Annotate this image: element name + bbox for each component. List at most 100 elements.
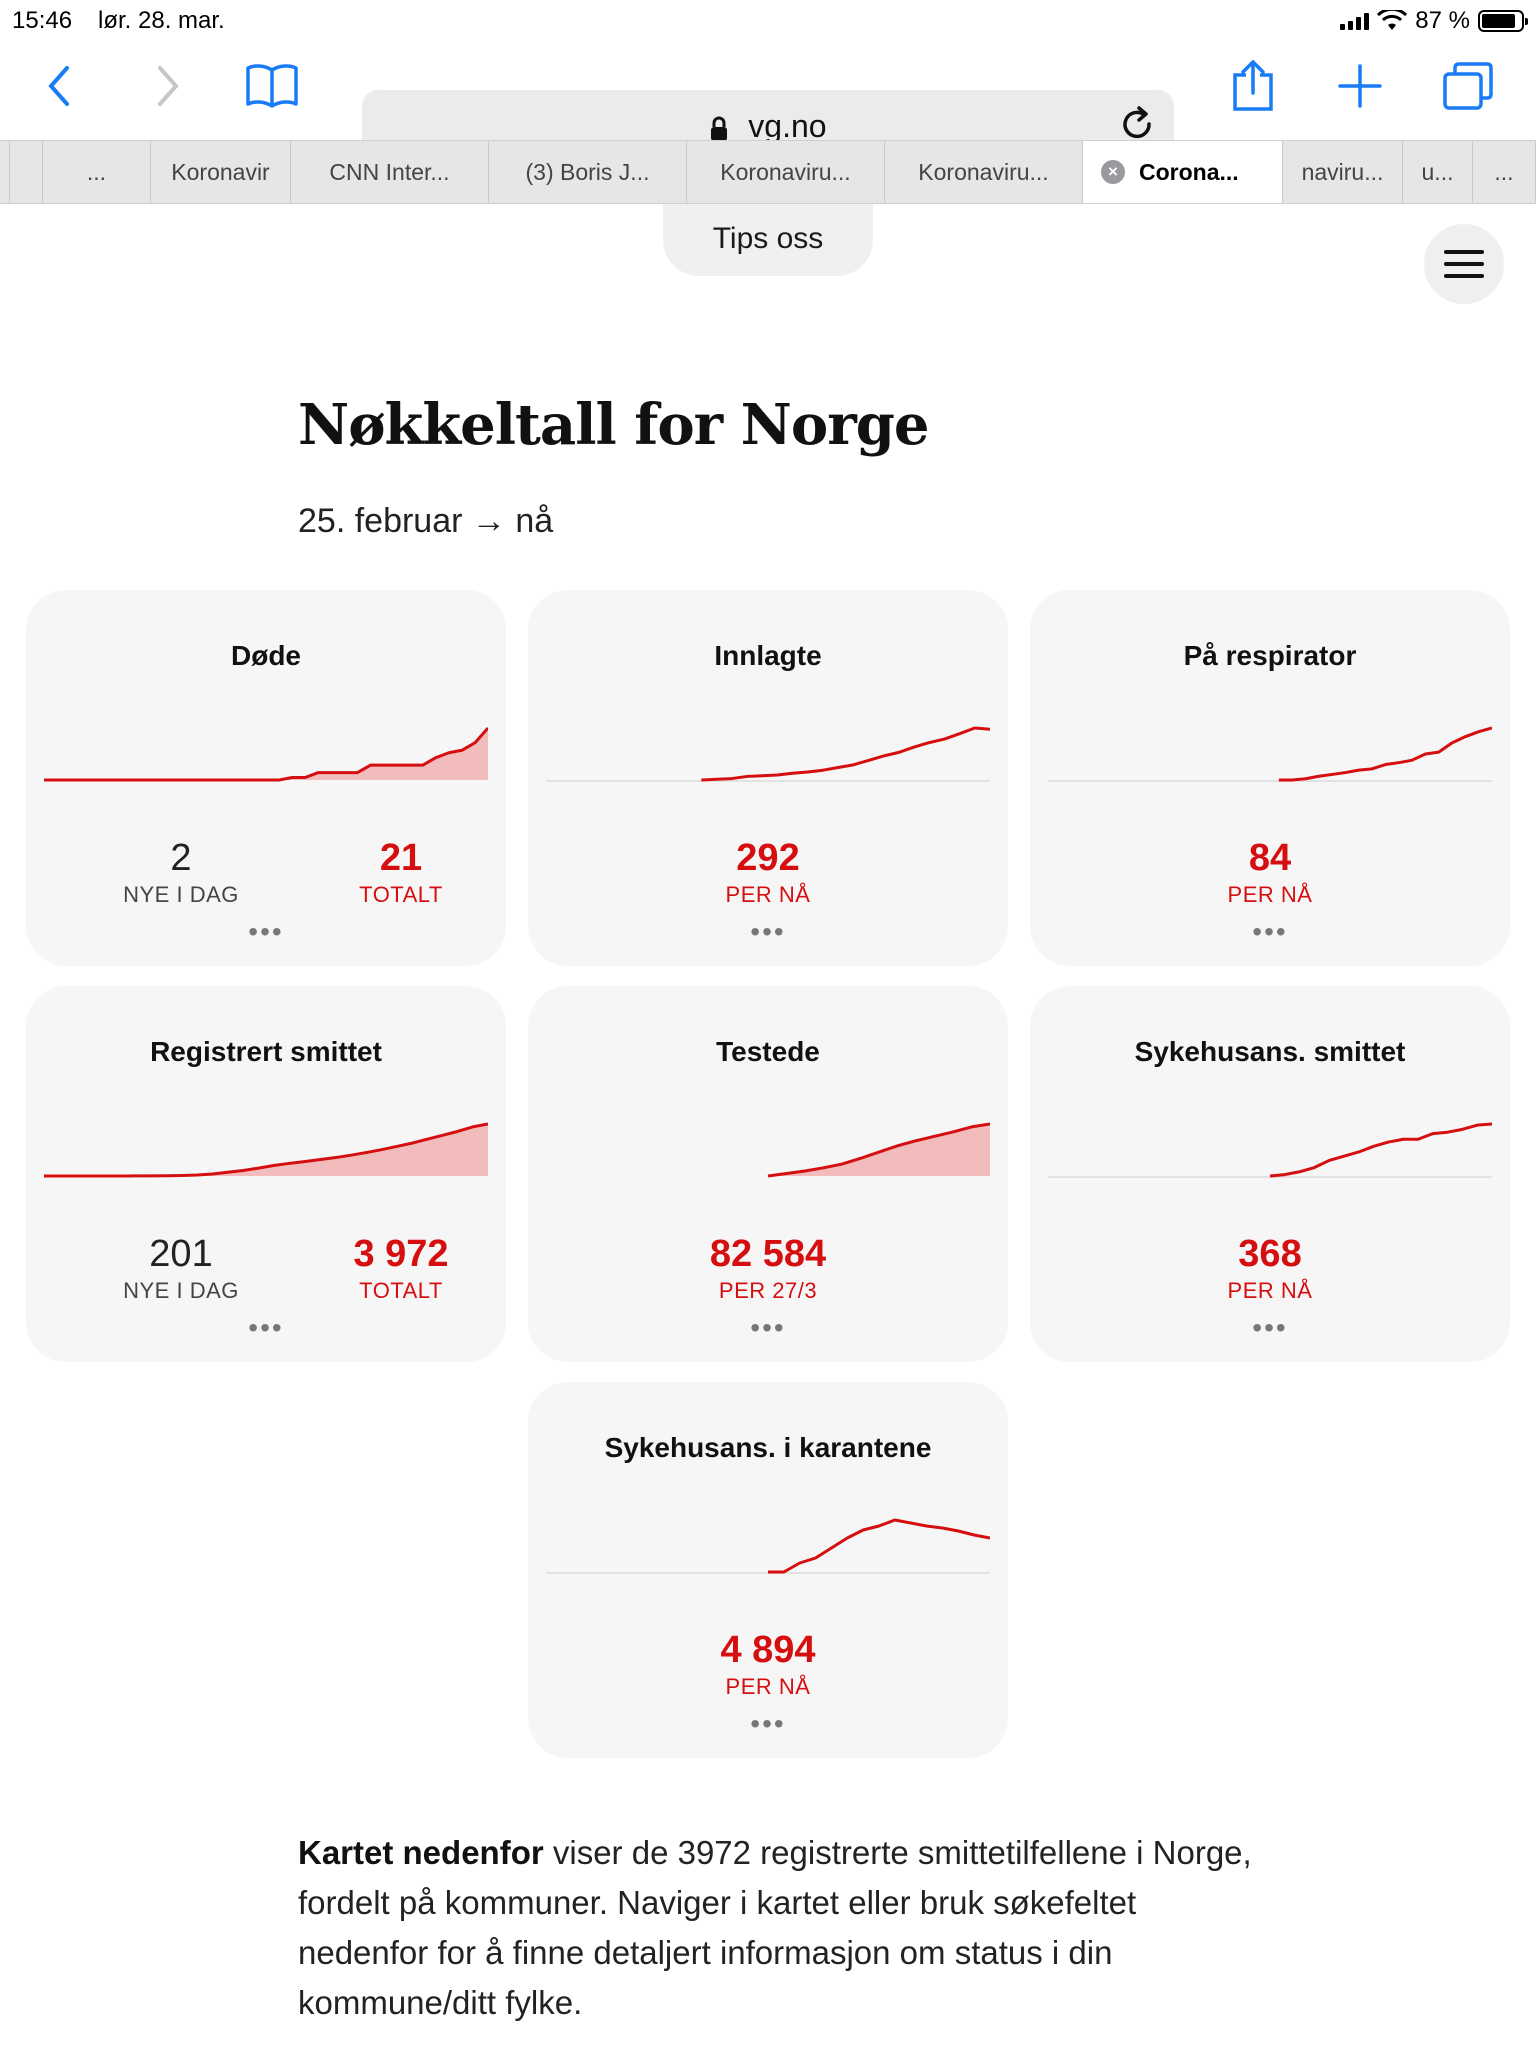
more-icon[interactable]: ••• (248, 916, 284, 947)
paragraph-bold-lead: Kartet nedenfor (298, 1834, 544, 1871)
paragraph-text: viser de 3972 registrerte smittetilfelle… (298, 1834, 1252, 2021)
sparkline-area (44, 728, 488, 780)
plus-icon (1338, 64, 1382, 108)
back-button[interactable] (30, 56, 90, 116)
status-bar: 15:46 lør. 28. mar. 87 % (0, 0, 1536, 42)
tab-label: Koronavir (171, 158, 270, 185)
stat-label: PER NÅ (1227, 1278, 1313, 1303)
stat-label: PER NÅ (725, 1674, 811, 1699)
tab-label: ... (86, 158, 107, 185)
card-title: Testede (716, 1036, 820, 1067)
tab-item-active[interactable]: × Corona... (1083, 141, 1283, 203)
tab-label: Koronaviru... (918, 158, 1049, 185)
reload-button[interactable] (1116, 104, 1160, 153)
share-button[interactable] (1223, 56, 1283, 116)
status-date: lør. 28. mar. (98, 7, 225, 34)
stat-card-registrert-smittet[interactable]: Registrert smittet 201 NYE I DAG 3 972 T… (26, 986, 506, 1362)
stat-value: 84 (1248, 837, 1292, 879)
sparkline-line (1269, 1122, 1492, 1178)
tab-item[interactable]: Koronaviru... (885, 141, 1083, 203)
address-url: vg.no (748, 108, 827, 144)
more-icon[interactable]: ••• (750, 1312, 786, 1343)
tabs-overview-button[interactable] (1438, 56, 1498, 116)
sparkline-chart (44, 1122, 488, 1178)
tab-stack-edge[interactable] (10, 141, 43, 203)
new-tab-button[interactable] (1330, 56, 1390, 116)
more-icon[interactable]: ••• (750, 1708, 786, 1739)
sparkline-line (44, 727, 488, 782)
stat-value: 368 (1238, 1233, 1302, 1275)
tab-item[interactable]: Koronavir (151, 141, 291, 203)
forward-button[interactable] (137, 56, 197, 116)
tab-item[interactable]: Koronaviru... (687, 141, 885, 203)
sparkline-area (44, 1124, 488, 1176)
map-intro-paragraph: Kartet nedenfor viser de 3972 registrert… (298, 1828, 1258, 2028)
secondary-stat: 82 584 PER 27/3 (528, 1232, 1008, 1304)
card-title: Sykehusans. smittet (1134, 1036, 1406, 1067)
card-title: Sykehusans. i karantene (604, 1432, 932, 1463)
tab-strip: ... Koronavir CNN Inter... (3) Boris J..… (0, 140, 1536, 204)
more-icon[interactable]: ••• (750, 916, 786, 947)
wifi-icon (1377, 10, 1408, 30)
card-title: Registrert smittet (150, 1036, 382, 1067)
stat-label: PER NÅ (725, 882, 811, 907)
stat-value: 2 (170, 837, 192, 879)
reload-icon (1123, 106, 1151, 139)
lock-icon (711, 116, 728, 141)
tab-label: naviru... (1301, 158, 1384, 185)
secondary-stat: 3 972 TOTALT (296, 1232, 506, 1304)
close-tab-icon[interactable]: × (1101, 160, 1125, 184)
stat-card-sykehusansatte-smittet[interactable]: Sykehusans. smittet 368 PER NÅ ••• (1030, 986, 1510, 1362)
tab-item[interactable]: u... (1403, 141, 1473, 203)
status-time: 15:46 (12, 7, 73, 34)
sparkline-chart (546, 1518, 990, 1574)
tab-item[interactable]: (3) Boris J... (489, 141, 687, 203)
stat-card-testede[interactable]: Testede 82 584 PER 27/3 ••• (528, 986, 1008, 1362)
stat-label: PER 27/3 (718, 1278, 818, 1303)
primary-stat: 2 NYE I DAG (76, 836, 286, 908)
stat-label: TOTALT (359, 1278, 443, 1303)
tab-stack-edge[interactable] (0, 141, 10, 203)
tab-item[interactable]: naviru... (1283, 141, 1403, 203)
secondary-stat: 292 PER NÅ (528, 836, 1008, 908)
more-icon[interactable]: ••• (248, 1312, 284, 1343)
address-text-wrap: vg.no (362, 108, 1174, 145)
menu-button[interactable] (1424, 224, 1504, 304)
stat-card-dode[interactable]: Døde 2 NYE I DAG 21 TOTALT ••• (26, 590, 506, 966)
more-icon[interactable]: ••• (1252, 916, 1288, 947)
card-title: På respirator (1183, 640, 1357, 671)
tab-item[interactable]: ... (1473, 141, 1536, 203)
cellular-signal-icon (1340, 12, 1370, 30)
tips-button[interactable]: Tips oss (663, 204, 873, 276)
sparkline-line (701, 726, 990, 782)
stat-card-innlagte[interactable]: Innlagte 292 PER NÅ ••• (528, 590, 1008, 966)
sparkline-chart (546, 726, 990, 782)
tab-label: Corona... (1139, 158, 1239, 185)
stat-card-respirator[interactable]: På respirator 84 PER NÅ ••• (1030, 590, 1510, 966)
browser-toolbar: vg.no (0, 42, 1536, 162)
stat-label: NYE I DAG (123, 1278, 239, 1303)
more-icon[interactable]: ••• (1252, 1312, 1288, 1343)
stat-value: 4 894 (720, 1629, 816, 1671)
stat-card-sykehusansatte-karantene[interactable]: Sykehusans. i karantene 4 894 PER NÅ ••• (528, 1382, 1008, 1758)
bookmarks-button[interactable] (242, 56, 302, 116)
hamburger-icon-bar (1444, 250, 1484, 254)
book-icon (246, 64, 298, 108)
stat-label: TOTALT (359, 882, 443, 907)
secondary-stat: 4 894 PER NÅ (528, 1628, 1008, 1700)
chevron-right-icon (158, 66, 179, 106)
secondary-stat: 84 PER NÅ (1030, 836, 1510, 908)
stat-value: 82 584 (709, 1233, 827, 1275)
stat-label: PER NÅ (1227, 882, 1313, 907)
sparkline-chart (1048, 1122, 1492, 1178)
tab-item[interactable]: ... (43, 141, 151, 203)
page-title: Nøkkeltall for Norge (298, 392, 930, 458)
sparkline-chart (44, 727, 488, 782)
tab-item[interactable]: CNN Inter... (291, 141, 489, 203)
primary-stat: 201 NYE I DAG (76, 1232, 286, 1304)
tab-label: ... (1494, 158, 1514, 185)
secondary-stat: 368 PER NÅ (1030, 1232, 1510, 1304)
tab-label: CNN Inter... (329, 158, 450, 185)
card-title: Døde (231, 640, 301, 671)
sparkline-chart (1048, 726, 1492, 782)
